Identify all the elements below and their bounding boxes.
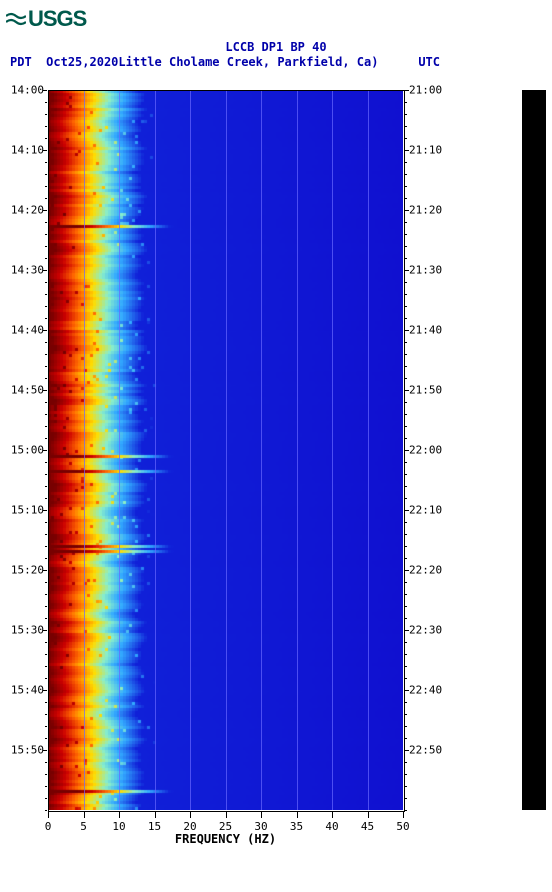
left-time-label: 14:00: [11, 84, 44, 97]
seismogram-strip: [522, 90, 546, 810]
right-time-label: 22:20: [409, 564, 442, 577]
tz-left: PDT: [10, 55, 32, 69]
left-time-label: 14:30: [11, 264, 44, 277]
x-axis-title: FREQUENCY (HZ): [48, 832, 403, 846]
right-time-label: 22:40: [409, 684, 442, 697]
left-time-label: 15:20: [11, 564, 44, 577]
subtitle-row: PDT Oct25,2020Little Cholame Creek, Park…: [10, 55, 440, 69]
left-time-label: 15:40: [11, 684, 44, 697]
right-time-label: 21:50: [409, 384, 442, 397]
left-time-label: 15:50: [11, 744, 44, 757]
right-time-label: 21:10: [409, 144, 442, 157]
location-label: Little Cholame Creek, Parkfield, Ca): [118, 55, 378, 69]
right-time-label: 21:30: [409, 264, 442, 277]
right-time-label: 22:30: [409, 624, 442, 637]
left-time-label: 14:40: [11, 324, 44, 337]
right-time-label: 22:10: [409, 504, 442, 517]
spectrogram-plot: [48, 90, 403, 810]
right-time-label: 21:00: [409, 84, 442, 97]
logo-text: USGS: [28, 6, 86, 32]
right-time-label: 22:50: [409, 744, 442, 757]
usgs-logo: USGS: [6, 6, 86, 32]
left-time-label: 15:30: [11, 624, 44, 637]
date-label: Oct25,2020: [46, 55, 118, 69]
left-time-axis: 14:0014:1014:2014:3014:4014:5015:0015:10…: [0, 90, 47, 810]
right-time-label: 21:40: [409, 324, 442, 337]
left-time-label: 14:10: [11, 144, 44, 157]
right-time-label: 21:20: [409, 204, 442, 217]
left-time-label: 15:10: [11, 504, 44, 517]
left-time-label: 14:20: [11, 204, 44, 217]
right-time-label: 22:00: [409, 444, 442, 457]
wave-icon: [6, 10, 26, 28]
left-time-label: 15:00: [11, 444, 44, 457]
right-time-axis: 21:0021:1021:2021:3021:4021:5022:0022:10…: [405, 90, 450, 810]
left-time-label: 14:50: [11, 384, 44, 397]
tz-right: UTC: [418, 55, 440, 69]
chart-title: LCCB DP1 BP 40: [0, 40, 552, 54]
